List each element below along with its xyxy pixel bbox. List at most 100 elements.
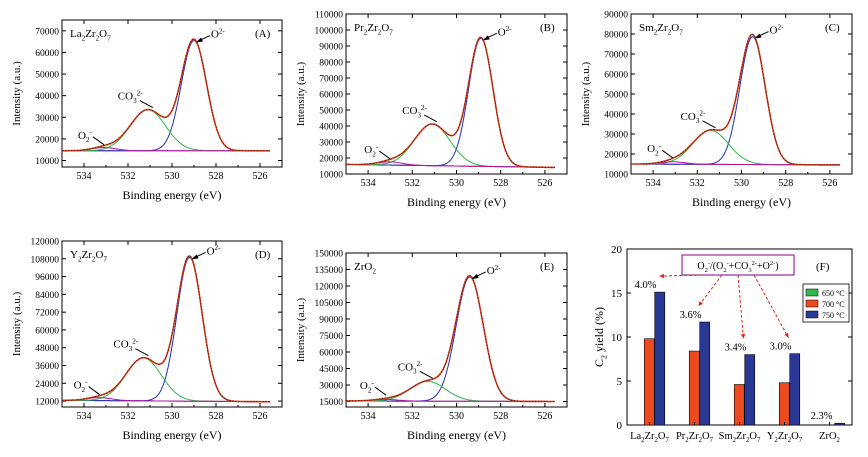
fitted-envelope (346, 275, 555, 402)
panel-label: (F) (816, 261, 830, 273)
compound-name: ZrO2 (354, 261, 376, 275)
x-tick-label: 530 (449, 411, 464, 422)
ratio-arrow-head (784, 332, 789, 338)
y-tick-label: 135000 (315, 266, 344, 276)
y-tick-label: 10000 (319, 171, 343, 181)
bar (688, 350, 700, 426)
x-tick-label: 528 (493, 178, 508, 189)
plot-frame (345, 252, 568, 408)
y-tick-label: 60000 (35, 326, 59, 336)
y-axis-label: Intensity (a.u.) (11, 61, 23, 126)
category-label: La2Zr2O7 (630, 431, 669, 444)
x-axis-label: Binding energy (eV) (122, 428, 221, 442)
superoxide-label: O2- (74, 378, 89, 393)
legend: 650 °C 700 °C 750 °C (802, 283, 850, 323)
o2-label: O2- (207, 244, 222, 257)
superoxide-arrow (88, 386, 100, 395)
o2-label: O2- (487, 264, 502, 277)
y-axis-label: Intensity (a.u.) (11, 291, 23, 356)
y-tick-label: 90000 (319, 316, 343, 326)
y-tick-label: 120000 (315, 283, 344, 293)
co3-arrow (419, 370, 434, 379)
x-tick-label: 530 (165, 411, 180, 422)
y-tick-label: 5 (617, 376, 623, 388)
ratio-label: 2.3% (811, 411, 833, 422)
co3-arrow (139, 100, 154, 109)
superoxide-label: O2- (78, 129, 93, 144)
ratio-arrow (659, 274, 703, 277)
x-tick-label: 530 (165, 171, 180, 182)
experimental-curve (62, 255, 270, 403)
x-tick-label: 534 (77, 171, 92, 182)
xps-panel-d: 534 532 530 528 526 12000 24000 36000 48000 60000… (11, 238, 283, 442)
xps-panel-a: 534 532 530 528 526 10000 20000 30000 40000 50000… (11, 19, 283, 202)
compound-name: Pr2Zr2O7 (354, 22, 393, 36)
y-tick-label: 36000 (35, 362, 59, 372)
co3-label: CO32- (113, 338, 138, 353)
y-tick-label: 10 (611, 332, 623, 344)
ratio-arrow-head (740, 333, 746, 339)
panel-label: (A) (255, 28, 271, 40)
ratio-label: 3.6% (680, 310, 702, 321)
y-tick-label: 15000 (319, 398, 343, 408)
category-label: Y2Zr2O7 (767, 431, 803, 444)
carbonate-peak (62, 109, 270, 152)
bar (778, 382, 790, 426)
y-tick-label: 48000 (35, 344, 59, 354)
x-tick-label: 530 (449, 178, 464, 189)
panel-label: (E) (540, 261, 554, 273)
y-tick-label: 30000 (604, 131, 628, 141)
y-tick-label: 12000 (35, 398, 59, 408)
legend-label: 750 °C (822, 311, 845, 320)
superoxide-arrow (374, 386, 387, 396)
x-tick-label: 526 (822, 178, 837, 189)
x-tick-label: 528 (209, 171, 224, 182)
lattice-oxygen-peak (62, 257, 270, 403)
superoxide-label: O2- (647, 142, 662, 157)
category-label: Pr2Zr2O7 (676, 431, 714, 444)
y-tick-label: 80000 (604, 31, 628, 41)
y-tick-label: 0 (617, 420, 623, 432)
y-tick-label: 75000 (319, 332, 343, 342)
x-tick-label: 534 (646, 178, 661, 189)
o2-label: O2- (211, 27, 226, 40)
x-tick-label: 532 (405, 411, 420, 422)
y-tick-label: 30000 (319, 382, 343, 392)
legend-label: 700 °C (822, 300, 845, 309)
plot-frame (630, 13, 853, 175)
y-tick-label: 60000 (319, 349, 343, 359)
bar (643, 338, 655, 426)
y-tick-label: 40000 (319, 123, 343, 133)
x-axis-label: Binding energy (eV) (407, 195, 506, 209)
superoxide-label: O2- (364, 143, 379, 158)
x-tick-label: 526 (253, 171, 268, 182)
co3-label: CO32- (681, 110, 706, 125)
compound-name: Sm2Zr2O7 (639, 22, 683, 36)
x-tick-label: 528 (778, 178, 793, 189)
x-tick-label: 528 (493, 411, 508, 422)
y-tick-label: 40000 (604, 111, 628, 121)
legend-swatch (805, 288, 819, 297)
panel-label: (B) (540, 22, 555, 34)
experimental-curve (62, 38, 270, 152)
o2-label: O2- (770, 23, 785, 36)
x-tick-label: 530 (734, 178, 749, 189)
ratio-arrow-head (698, 301, 703, 307)
carbonate-peak (631, 129, 840, 166)
y-tick-label: 70000 (319, 75, 343, 85)
category-label: Sm2Zr2O7 (719, 431, 761, 444)
experimental-curve (346, 274, 555, 403)
xps-panel-c: 534 532 530 528 526 10000 20000 30000 40000 50000… (580, 11, 853, 209)
o2-label: O2- (498, 25, 513, 38)
y-tick-label: 100000 (315, 27, 344, 37)
x-tick-label: 532 (405, 178, 420, 189)
bar (834, 422, 846, 426)
y-tick-label: 60000 (604, 71, 628, 81)
y-tick-label: 120000 (31, 238, 60, 248)
xps-panel-b: 534 532 530 528 526 10000 20000 30000 40000 50000… (295, 11, 568, 209)
y-tick-label: 60000 (319, 91, 343, 101)
y-tick-label: 10000 (604, 171, 628, 181)
ratio-label: 3.4% (725, 343, 747, 354)
x-tick-label: 534 (77, 411, 92, 422)
x-tick-label: 526 (537, 411, 552, 422)
